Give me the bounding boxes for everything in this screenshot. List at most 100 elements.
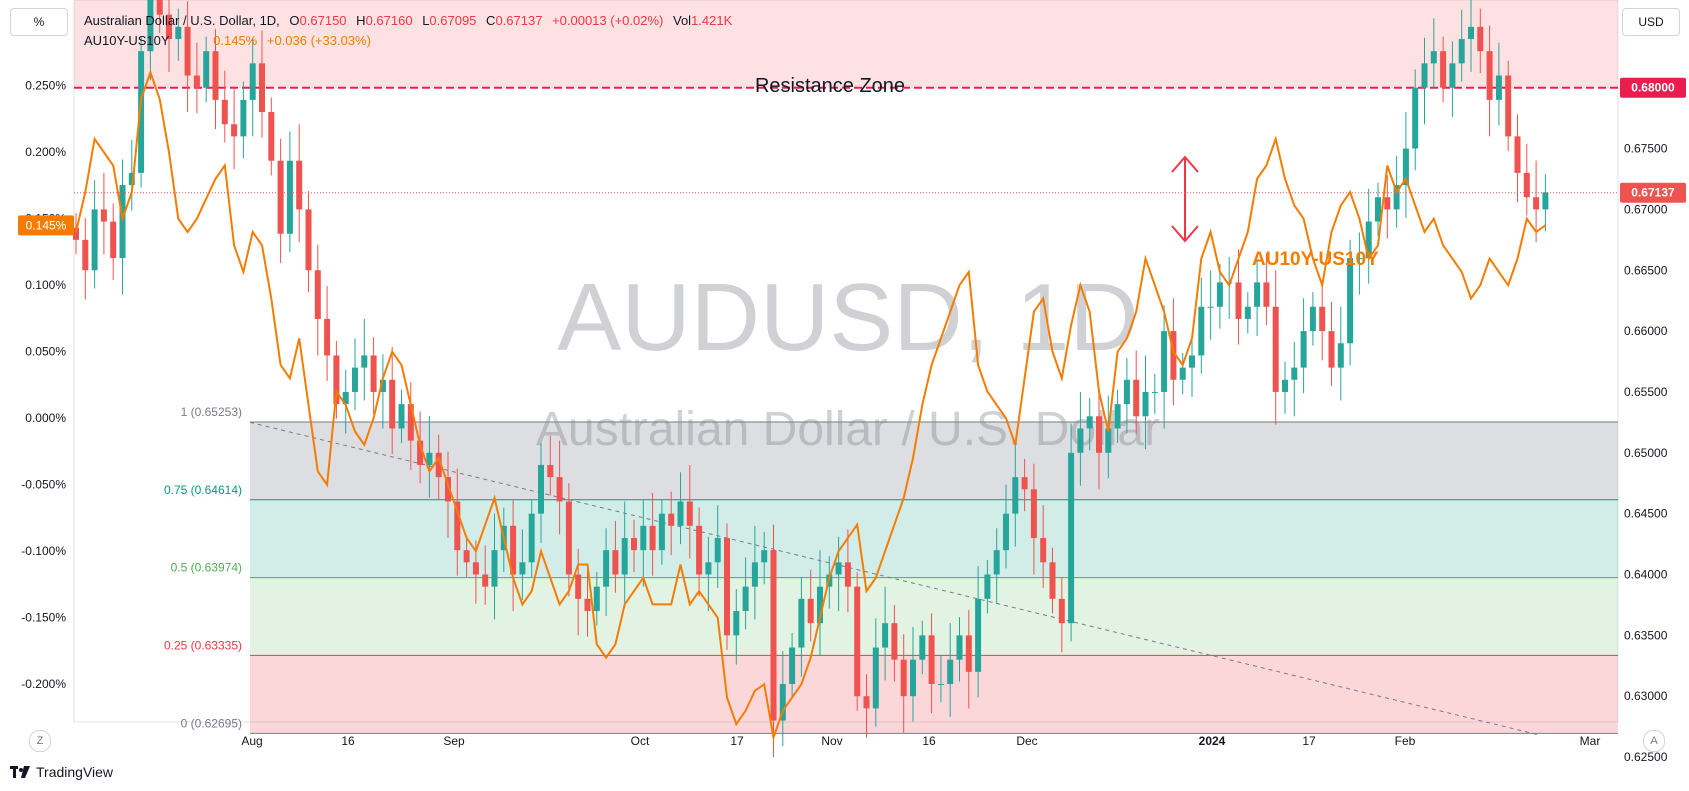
right-axis-tick: 0.63500 [1624,628,1668,642]
candle [510,525,517,575]
candle [1430,51,1437,64]
candle [1133,379,1140,417]
candle [640,525,647,551]
candle [147,0,154,52]
candle [956,635,963,660]
auto-scale-left-button[interactable]: Z [29,730,51,752]
trendline [249,421,1541,736]
candle [658,513,665,551]
candle [1123,379,1130,405]
candle [1077,428,1084,453]
candle [1300,331,1307,368]
symbol-description[interactable]: Australian Dollar / U.S. Dollar, 1D, [84,13,280,28]
candle [677,501,684,526]
ohlc-low: L0.67095 [422,13,477,28]
candle [1440,51,1447,88]
candle [184,26,191,76]
x-axis-tick: Oct [631,734,650,748]
right-axis-tick: 0.65500 [1624,385,1668,399]
overlay-price-label: 0.145% [26,218,67,232]
candle [1198,306,1205,356]
candle [1458,39,1465,64]
candle [73,227,79,240]
right-axis-tick: 0.66500 [1624,263,1668,277]
candle [138,51,145,173]
candle [779,684,786,721]
candle [82,239,89,271]
candle [1096,416,1102,453]
x-axis-tick: 17 [1302,734,1316,748]
branding-text: TradingView [36,764,114,780]
tradingview-icon [10,766,30,778]
candle [1086,416,1093,429]
candle [798,598,805,648]
arrow-head-up [1171,155,1199,173]
overlay-label: AU10Y-US10Y [1252,249,1379,270]
candle [1402,148,1409,186]
candle [1142,391,1149,417]
candle [1105,428,1112,453]
candle [696,525,703,575]
candle [417,440,424,465]
resistance-zone [74,0,1618,88]
candle [407,404,414,441]
fib-label-1: 0.75 (0.64614) [164,483,242,497]
candle [1365,221,1372,259]
candle [1179,367,1186,380]
candle [1495,75,1502,100]
overlay-price-badge [18,215,74,236]
candle [268,112,275,161]
candle [854,586,861,697]
overlay-name[interactable]: AU10Y-US10Y [84,33,170,48]
left-axis-tick: 0.000% [25,411,66,425]
candle [389,379,396,429]
right-axis-tick: 0.67500 [1624,142,1668,156]
candle [742,586,749,612]
candle [491,550,498,587]
candle [259,63,265,113]
candle [100,209,107,222]
candle [593,586,600,612]
auto-scale-right-button[interactable]: A [1643,730,1665,752]
candle [519,562,526,575]
candle [547,464,554,478]
candle [175,26,182,40]
candle [240,99,247,137]
right-scale-unit[interactable]: USD [1622,8,1680,36]
right-axis-tick: 0.65000 [1624,446,1668,460]
right-axis-tick: 0.62500 [1624,750,1668,764]
watermark-description: Australian Dollar / U.S. Dollar [536,403,1160,456]
candle [1393,185,1400,210]
candle [575,574,582,599]
fib-label-4: 0 (0.62695) [181,716,242,730]
fib-label-0: 1 (0.65253) [181,405,242,419]
price-change: +0.00013 (+0.02%) [552,13,664,28]
candle [631,537,637,551]
candle [221,99,228,125]
candle [314,270,321,319]
candle [231,124,238,137]
candle [1505,75,1512,137]
candle [872,647,879,709]
candle [910,659,916,697]
x-axis-tick: 2024 [1199,734,1226,748]
legend-main: Australian Dollar / U.S. Dollar, 1D, O0.… [84,13,738,28]
candle [91,209,98,271]
candle [993,550,1000,575]
left-axis-tick: 0.200% [25,145,66,159]
candle [1523,172,1530,198]
candle [668,513,675,526]
candle [110,221,117,259]
candle [352,367,358,392]
watermark-symbol: AUDUSD, 1D [557,264,1138,371]
ohlc-open: O0.67150 [289,13,347,28]
tradingview-logo[interactable]: TradingView [10,764,113,780]
candle [445,477,451,502]
left-axis-tick: 0.250% [25,79,66,93]
candle [863,696,870,709]
resistance-price-label: 0.68000 [1631,81,1675,95]
candle [1412,87,1419,149]
candle [975,598,982,672]
left-scale-unit[interactable]: % [10,8,68,36]
